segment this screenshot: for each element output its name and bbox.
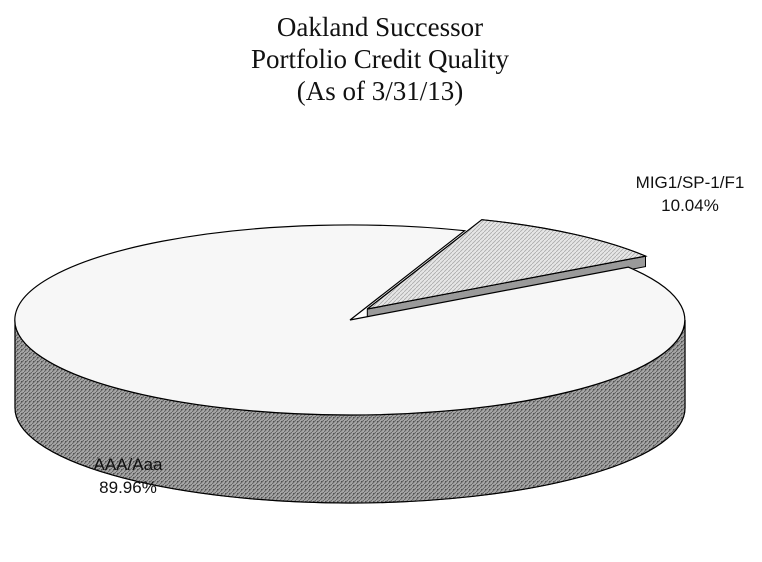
slice xyxy=(14,224,686,416)
chart-title: (As of 3/31/13) xyxy=(297,76,463,106)
slice-texture xyxy=(366,219,648,310)
slice-value-label: 10.04% xyxy=(661,196,719,215)
chart-title: Oakland Successor xyxy=(277,12,483,42)
slice-label: AAA/Aaa xyxy=(94,455,164,474)
slice-value-label: 89.96% xyxy=(99,478,157,497)
slice-label: MIG1/SP-1/F1 xyxy=(636,173,745,192)
chart-title: Portfolio Credit Quality xyxy=(251,44,509,74)
